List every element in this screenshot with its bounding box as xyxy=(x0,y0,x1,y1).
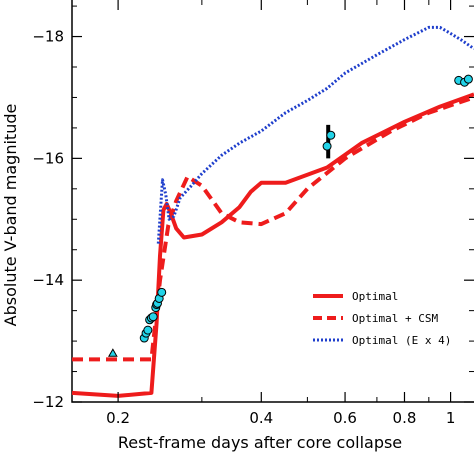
x-tick-label: 0.8 xyxy=(393,409,417,427)
y-tick-label: −14 xyxy=(32,271,64,289)
legend-label-1: Optimal + CSM xyxy=(352,312,438,325)
x-tick-label: 0.4 xyxy=(249,409,273,427)
y-tick-label: −16 xyxy=(32,149,64,167)
observation-point xyxy=(326,130,336,140)
x-tick-label: 0.6 xyxy=(333,409,357,427)
observations-layer xyxy=(108,74,473,357)
legend: Optimal Optimal + CSM Optimal (E x 4) xyxy=(313,290,451,347)
plot-frame-layer xyxy=(71,0,474,403)
series-line-0 xyxy=(71,92,474,398)
observation-point xyxy=(322,141,332,151)
x-tick-label: 1 xyxy=(446,409,456,427)
observation-point xyxy=(157,287,167,297)
series-line-1 xyxy=(72,95,474,362)
y-axis-label: Absolute V-band magnitude xyxy=(1,104,20,327)
observation-point xyxy=(148,312,158,322)
y-tick-label: −12 xyxy=(32,393,64,411)
ticks-layer: −12 −14 −16 −18 0.2 0.4 0.6 0.8 1 xyxy=(32,0,474,427)
observation-point xyxy=(143,325,153,335)
observation-point xyxy=(463,74,473,84)
legend-label-2: Optimal (E x 4) xyxy=(352,334,451,347)
y-tick-label: −18 xyxy=(32,28,64,46)
plot-frame xyxy=(71,0,474,403)
series-line-2 xyxy=(156,25,474,244)
x-axis-label: Rest-frame days after core collapse xyxy=(118,433,402,452)
upper-limit-marker xyxy=(108,348,118,357)
x-tick-label: 0.2 xyxy=(106,409,130,427)
legend-label-0: Optimal xyxy=(352,290,398,303)
